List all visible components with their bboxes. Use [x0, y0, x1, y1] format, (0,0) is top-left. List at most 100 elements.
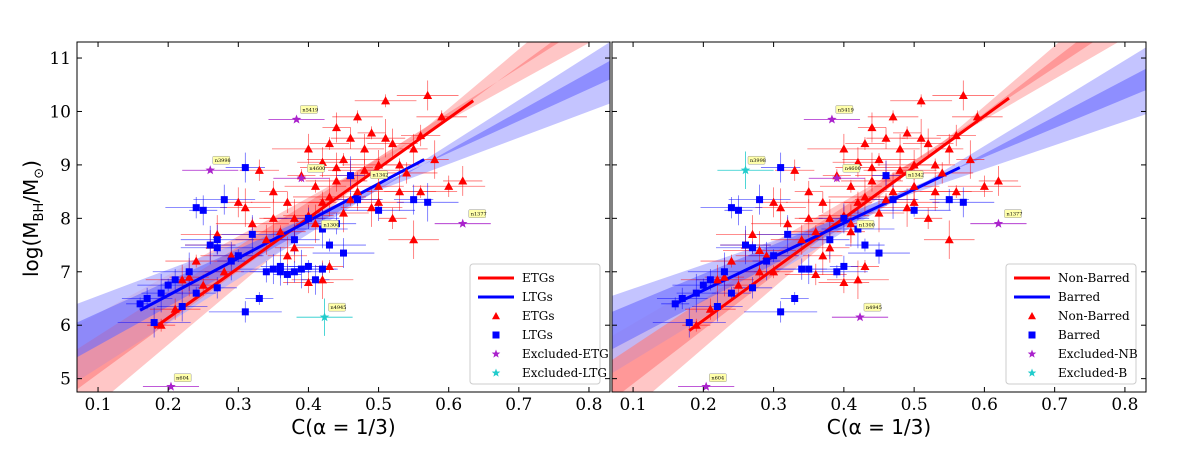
etg-point	[444, 181, 454, 190]
galaxy-annotation: n604	[173, 373, 192, 382]
ltg-point	[791, 294, 799, 302]
y-axis-label-sub1: BH	[32, 203, 47, 222]
y-axis-label: log(MBH/M⊙)	[19, 160, 47, 277]
ltg-point	[255, 294, 263, 302]
excluded-etg-point	[166, 381, 176, 391]
etg-point	[437, 112, 447, 121]
red-band-outer	[612, 42, 1119, 392]
etg-point	[346, 133, 356, 142]
annotation-box	[835, 105, 854, 114]
etg-point	[409, 235, 419, 244]
ltg-point	[763, 257, 771, 265]
plot-area	[612, 42, 1146, 392]
etg-point	[219, 267, 229, 276]
etg-point	[289, 243, 299, 252]
ltg-point	[213, 244, 221, 252]
galaxy-annotation: n1342	[905, 170, 924, 179]
galaxy-annotation: n1377	[468, 209, 487, 218]
galaxy-annotation: n1377	[1004, 209, 1022, 218]
etg-point	[331, 176, 341, 185]
ltg-point	[727, 289, 735, 297]
etg-point	[324, 261, 334, 271]
excluded-etg-point	[832, 173, 842, 183]
etg-point	[825, 243, 835, 252]
etg-point	[993, 176, 1003, 185]
ltg-point	[241, 308, 249, 316]
ltg-point	[248, 230, 256, 238]
etg-point	[769, 267, 779, 276]
ltg-point	[340, 249, 347, 257]
ltg-point	[171, 276, 179, 284]
galaxy-annotation: n3998	[212, 155, 231, 165]
x-tick-label: 0.5	[901, 395, 928, 415]
excluded-ltg-point	[319, 312, 330, 322]
x-tick-label: 0.2	[690, 395, 717, 415]
red-band-inner	[612, 42, 1094, 392]
legend-entry: LTGs	[478, 290, 553, 304]
axes-frame	[76, 41, 611, 393]
etg-point	[790, 165, 800, 174]
galaxy-annotation: n1342	[370, 170, 389, 179]
etg-point	[916, 96, 926, 105]
etg-point	[909, 160, 919, 169]
galaxy-annotation: n4600	[842, 163, 861, 173]
legend-label: Non-Barred	[1058, 271, 1130, 285]
etg-point	[867, 122, 877, 132]
y-tick-label: 7	[60, 263, 71, 283]
etg-point	[339, 208, 348, 217]
legend-star-swatch	[1027, 368, 1037, 377]
etg-point	[818, 197, 828, 206]
etg-point	[367, 203, 377, 212]
etg-point	[846, 219, 856, 228]
x-tick-label: 0.4	[830, 395, 857, 415]
y-axis	[612, 57, 1146, 380]
excluded-etg-point	[291, 114, 302, 124]
y-axis-label-close: )	[19, 160, 43, 168]
etg-point	[888, 112, 898, 121]
ltg-point	[234, 252, 242, 260]
annotation-box	[173, 373, 192, 382]
ltg-point	[685, 319, 693, 327]
etg-point	[853, 157, 863, 166]
annotation-text: n4945	[330, 305, 346, 311]
ltg-point	[699, 281, 707, 289]
ltg-point	[276, 268, 284, 276]
etg-point	[353, 187, 363, 196]
etg-point	[783, 219, 793, 228]
etg-point	[177, 275, 187, 284]
etg-point	[797, 235, 807, 244]
etg-point	[972, 112, 982, 121]
annotation-text: n1377	[471, 212, 487, 218]
etg-point	[825, 213, 835, 222]
ltg-point	[713, 303, 721, 311]
etg-point	[804, 213, 814, 222]
ltg-point	[304, 214, 312, 222]
etg-point	[804, 187, 814, 196]
etg-point	[339, 155, 348, 164]
y-tick-label: 9	[60, 156, 71, 176]
etg-point	[402, 168, 412, 177]
etg-point	[170, 304, 180, 313]
galaxy-annotation: n4945	[863, 302, 882, 312]
legend-entry: Non-Barred	[1028, 309, 1130, 323]
etg-point	[979, 181, 989, 190]
ltg-point	[157, 289, 165, 297]
etg-point	[930, 160, 940, 169]
axes-frame	[611, 41, 1147, 393]
galaxy-annotation: n4600	[307, 163, 325, 173]
legend-label: Excluded-B	[1058, 366, 1127, 380]
etg-point	[776, 203, 786, 212]
ltg-point	[325, 241, 333, 249]
etg-point	[233, 197, 243, 206]
etg-point	[902, 203, 912, 212]
x-tick-label: 0.7	[505, 395, 532, 415]
etg-point	[726, 256, 736, 265]
galaxy-annotation: n5419	[835, 105, 854, 114]
etg-point	[360, 144, 370, 153]
excluded-etg-point	[457, 218, 468, 228]
ltg-point	[241, 164, 249, 172]
etg-point	[860, 261, 870, 271]
excluded-etg-point	[205, 165, 216, 175]
legend-star-swatch	[491, 368, 501, 377]
annotation-text: n4600	[309, 166, 325, 172]
